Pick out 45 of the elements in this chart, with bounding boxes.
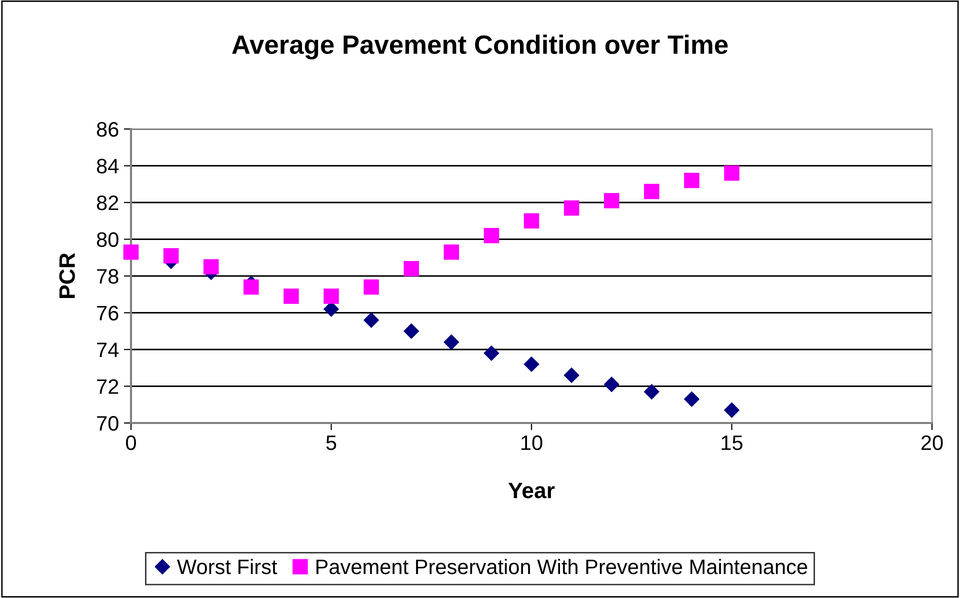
y-tick-label: 72 — [97, 379, 118, 394]
y-tick-label: 86 — [96, 122, 118, 137]
point — [484, 228, 500, 244]
y-tick-label: 82 — [96, 196, 118, 210]
point — [484, 345, 500, 362]
point — [604, 193, 620, 208]
point — [604, 376, 620, 392]
point — [564, 367, 580, 384]
point — [364, 279, 379, 295]
x-tick-label: 5 — [326, 436, 336, 450]
point — [444, 334, 460, 350]
point — [123, 244, 139, 260]
point — [684, 391, 700, 407]
y-tick-label: 76 — [97, 306, 118, 321]
point — [284, 288, 299, 304]
point — [404, 261, 419, 276]
x-tick-label: 10 — [522, 435, 542, 450]
y-tick-label: 70 — [97, 416, 118, 431]
x-tick-label: 20 — [921, 435, 943, 450]
y-tick-label: 74 — [97, 342, 119, 358]
legend-label: Pavement Preservation With Preventive Maintenance — [316, 558, 808, 574]
point — [163, 248, 179, 264]
point — [724, 402, 740, 418]
point — [524, 213, 540, 229]
point — [203, 259, 219, 274]
y-tick-label: 78 — [97, 269, 118, 284]
y-axis-title: PCR — [59, 252, 75, 298]
point — [403, 323, 420, 339]
x-tick-label: 15 — [722, 436, 742, 450]
point — [564, 200, 580, 216]
x-tick-label: 0 — [126, 435, 136, 450]
point — [444, 244, 460, 260]
y-tick-label: 80 — [96, 232, 118, 248]
point — [363, 312, 380, 328]
point — [244, 279, 259, 295]
y-tick-label: 84 — [96, 158, 119, 174]
legend-label: Worst First — [177, 558, 278, 574]
point — [684, 172, 700, 188]
point — [644, 184, 660, 200]
chart-title: Average Pavement Condition over Time — [232, 34, 728, 60]
point — [324, 288, 339, 304]
x-axis-title: Year — [508, 482, 555, 498]
point — [724, 165, 740, 181]
point — [524, 356, 540, 372]
point — [644, 384, 660, 400]
